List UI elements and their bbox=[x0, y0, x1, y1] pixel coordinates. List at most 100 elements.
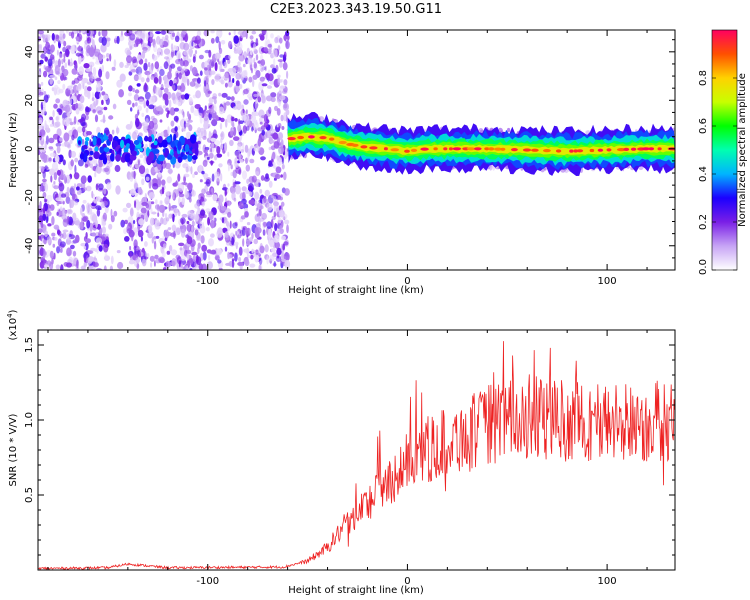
noise-blob bbox=[132, 102, 135, 108]
noise-blob bbox=[259, 34, 265, 41]
noise-blob bbox=[149, 255, 155, 262]
noise-blob bbox=[225, 101, 231, 106]
noise-blob bbox=[245, 164, 250, 172]
noise-blob bbox=[219, 60, 223, 66]
noise-blob bbox=[141, 178, 145, 186]
noise-blob bbox=[59, 36, 65, 45]
noise-blob bbox=[232, 121, 235, 130]
noise-blob bbox=[244, 211, 249, 218]
noise-blob bbox=[264, 65, 267, 72]
noise-blob bbox=[103, 147, 110, 153]
colorbar-tick-label: 0.2 bbox=[698, 214, 709, 230]
noise-blob bbox=[74, 157, 79, 163]
noise-blob bbox=[60, 193, 67, 198]
noise-blob bbox=[58, 137, 64, 142]
noise-blob bbox=[44, 165, 48, 170]
colorbar-label: Normalized spectral amplitude bbox=[737, 73, 748, 227]
noise-blob bbox=[178, 242, 185, 247]
noise-blob bbox=[197, 77, 201, 84]
noise-blob bbox=[78, 66, 84, 76]
noise-blob bbox=[79, 153, 85, 160]
noise-blob bbox=[211, 142, 215, 148]
noise-blob bbox=[48, 146, 54, 150]
noise-blob bbox=[229, 220, 232, 229]
noise-blob bbox=[101, 64, 105, 73]
noise-blob bbox=[244, 144, 249, 153]
noise-blob bbox=[69, 185, 76, 194]
noise-blob bbox=[62, 229, 69, 233]
noise-blob bbox=[48, 137, 55, 144]
noise-blob bbox=[76, 191, 82, 195]
noise-blob bbox=[43, 238, 47, 245]
noise-blob bbox=[152, 55, 158, 61]
noise-blob bbox=[141, 112, 145, 117]
noise-blob bbox=[238, 202, 244, 209]
noise-blob bbox=[148, 192, 155, 199]
noise-blob bbox=[39, 184, 42, 192]
noise-blob bbox=[98, 161, 103, 168]
noise-blob bbox=[245, 126, 250, 131]
noise-blob bbox=[211, 173, 215, 182]
noise-blob bbox=[44, 120, 47, 129]
noise-blob bbox=[51, 161, 59, 171]
signal-peak bbox=[297, 135, 304, 140]
noise-blob bbox=[169, 30, 175, 34]
noise-blob bbox=[126, 99, 132, 105]
noise-blob bbox=[39, 129, 46, 136]
signal-peak bbox=[500, 147, 506, 151]
y-tick-label: 0 bbox=[24, 146, 35, 152]
noise-blob bbox=[62, 232, 67, 240]
noise-blob bbox=[281, 251, 284, 259]
noise-blob bbox=[162, 93, 169, 101]
noise-blob bbox=[261, 212, 267, 220]
noise-blob bbox=[206, 261, 213, 270]
noise-blob bbox=[167, 71, 172, 80]
noise-blob bbox=[86, 131, 92, 136]
noise-blob bbox=[73, 116, 77, 124]
noise-blob bbox=[117, 261, 124, 270]
noise-blob bbox=[133, 94, 139, 102]
noise-blob bbox=[273, 141, 280, 149]
noise-blob bbox=[166, 250, 171, 255]
noise-blob bbox=[221, 92, 228, 98]
noise-blob bbox=[87, 250, 94, 255]
noise-blob bbox=[53, 185, 59, 190]
noise-blob bbox=[154, 61, 160, 70]
noise-blob bbox=[283, 79, 288, 86]
noise-blob bbox=[266, 115, 269, 122]
noise-blob bbox=[260, 125, 266, 131]
noise-blob bbox=[201, 201, 205, 207]
noise-blob bbox=[112, 103, 117, 110]
noise-blob bbox=[182, 67, 188, 72]
noise-blob bbox=[177, 101, 181, 107]
noise-blob bbox=[153, 240, 157, 250]
noise-blob bbox=[55, 264, 61, 270]
noise-blob bbox=[65, 196, 71, 204]
noise-blob bbox=[157, 212, 160, 218]
noise-blob bbox=[202, 251, 207, 261]
noise-blob bbox=[101, 91, 106, 96]
noise-blob bbox=[41, 33, 45, 39]
noise-blob bbox=[149, 217, 155, 226]
noise-blob bbox=[253, 238, 258, 245]
noise-blob bbox=[145, 176, 150, 181]
noise-blob bbox=[40, 152, 45, 160]
noise-blob bbox=[276, 108, 281, 116]
noise-blob bbox=[237, 42, 243, 51]
noise-blob bbox=[257, 92, 264, 96]
signal-peak bbox=[648, 147, 655, 151]
noise-blob bbox=[184, 122, 191, 128]
noise-blob bbox=[244, 227, 249, 236]
noise-blob bbox=[38, 36, 41, 42]
noise-blob bbox=[129, 33, 136, 41]
noise-blob bbox=[123, 228, 127, 235]
noise-blob bbox=[101, 99, 104, 105]
noise-blob bbox=[72, 129, 79, 139]
noise-blob bbox=[86, 81, 92, 85]
noise-blob bbox=[227, 151, 230, 157]
noise-blob bbox=[246, 222, 251, 226]
noise-blob bbox=[98, 183, 104, 191]
noise-blob bbox=[98, 68, 103, 78]
noise-blob bbox=[256, 202, 263, 211]
